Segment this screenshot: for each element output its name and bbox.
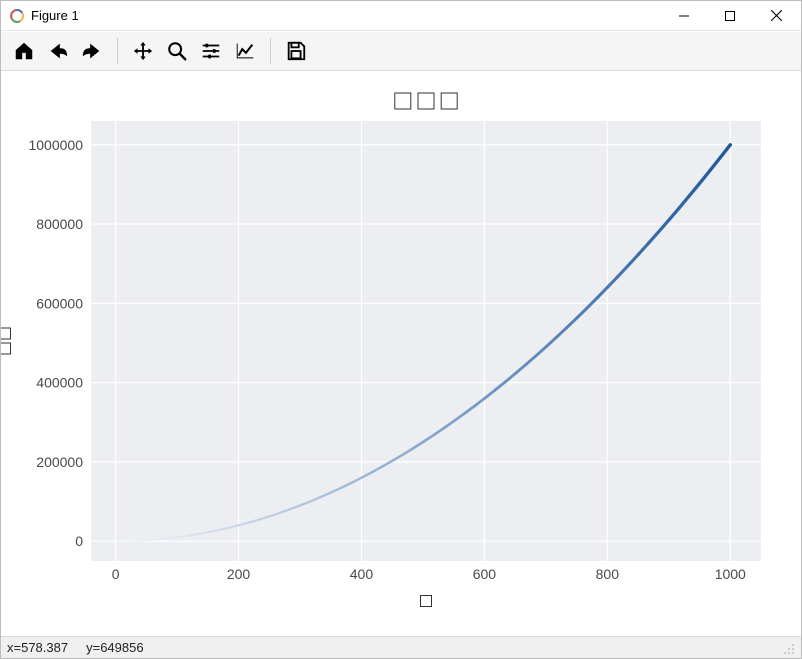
xtick-label: 800 [596,566,620,582]
resize-grip-icon [781,641,795,655]
axes-face [91,121,761,561]
statusbar: x=578.387 y=649856 [1,636,801,658]
window-title: Figure 1 [31,8,79,23]
app-icon [9,8,25,24]
close-button[interactable] [753,1,799,31]
save-button[interactable] [279,34,313,68]
titlebar: Figure 1 [1,1,801,31]
toolbar-separator [117,38,118,64]
cursor-y-label: y= [86,640,100,655]
home-button[interactable] [7,34,41,68]
cursor-x-readout: x=578.387 [7,640,68,655]
xtick-label: 200 [227,566,251,582]
zoom-button[interactable] [160,34,194,68]
edit-axes-button[interactable] [228,34,262,68]
ytick-label: 800000 [36,216,83,232]
ytick-label: 600000 [36,295,83,311]
plot-svg: 0 200 400 600 800 1000 0 200000 400000 600000 8000… [1,71,801,636]
pan-button[interactable] [126,34,160,68]
minimize-button[interactable] [661,1,707,31]
ytick-label: 1000000 [28,137,83,153]
back-button[interactable] [41,34,75,68]
xtick-label: 600 [473,566,497,582]
cursor-x-value: 578.387 [21,640,68,655]
ytick-label: 0 [75,533,83,549]
xtick-label: 0 [112,566,120,582]
cursor-x-label: x= [7,640,21,655]
cursor-y-value: 649856 [100,640,143,655]
forward-button[interactable] [75,34,109,68]
xtick-label: 1000 [715,566,746,582]
figure-canvas[interactable]: 0 200 400 600 800 1000 0 200000 400000 600000 8000… [1,71,801,636]
toolbar-separator [270,38,271,64]
toolbar [1,31,801,71]
ytick-label: 200000 [36,454,83,470]
cursor-y-readout: y=649856 [86,640,143,655]
ytick-label: 400000 [36,375,83,391]
configure-subplots-button[interactable] [194,34,228,68]
maximize-button[interactable] [707,1,753,31]
xtick-label: 400 [350,566,374,582]
